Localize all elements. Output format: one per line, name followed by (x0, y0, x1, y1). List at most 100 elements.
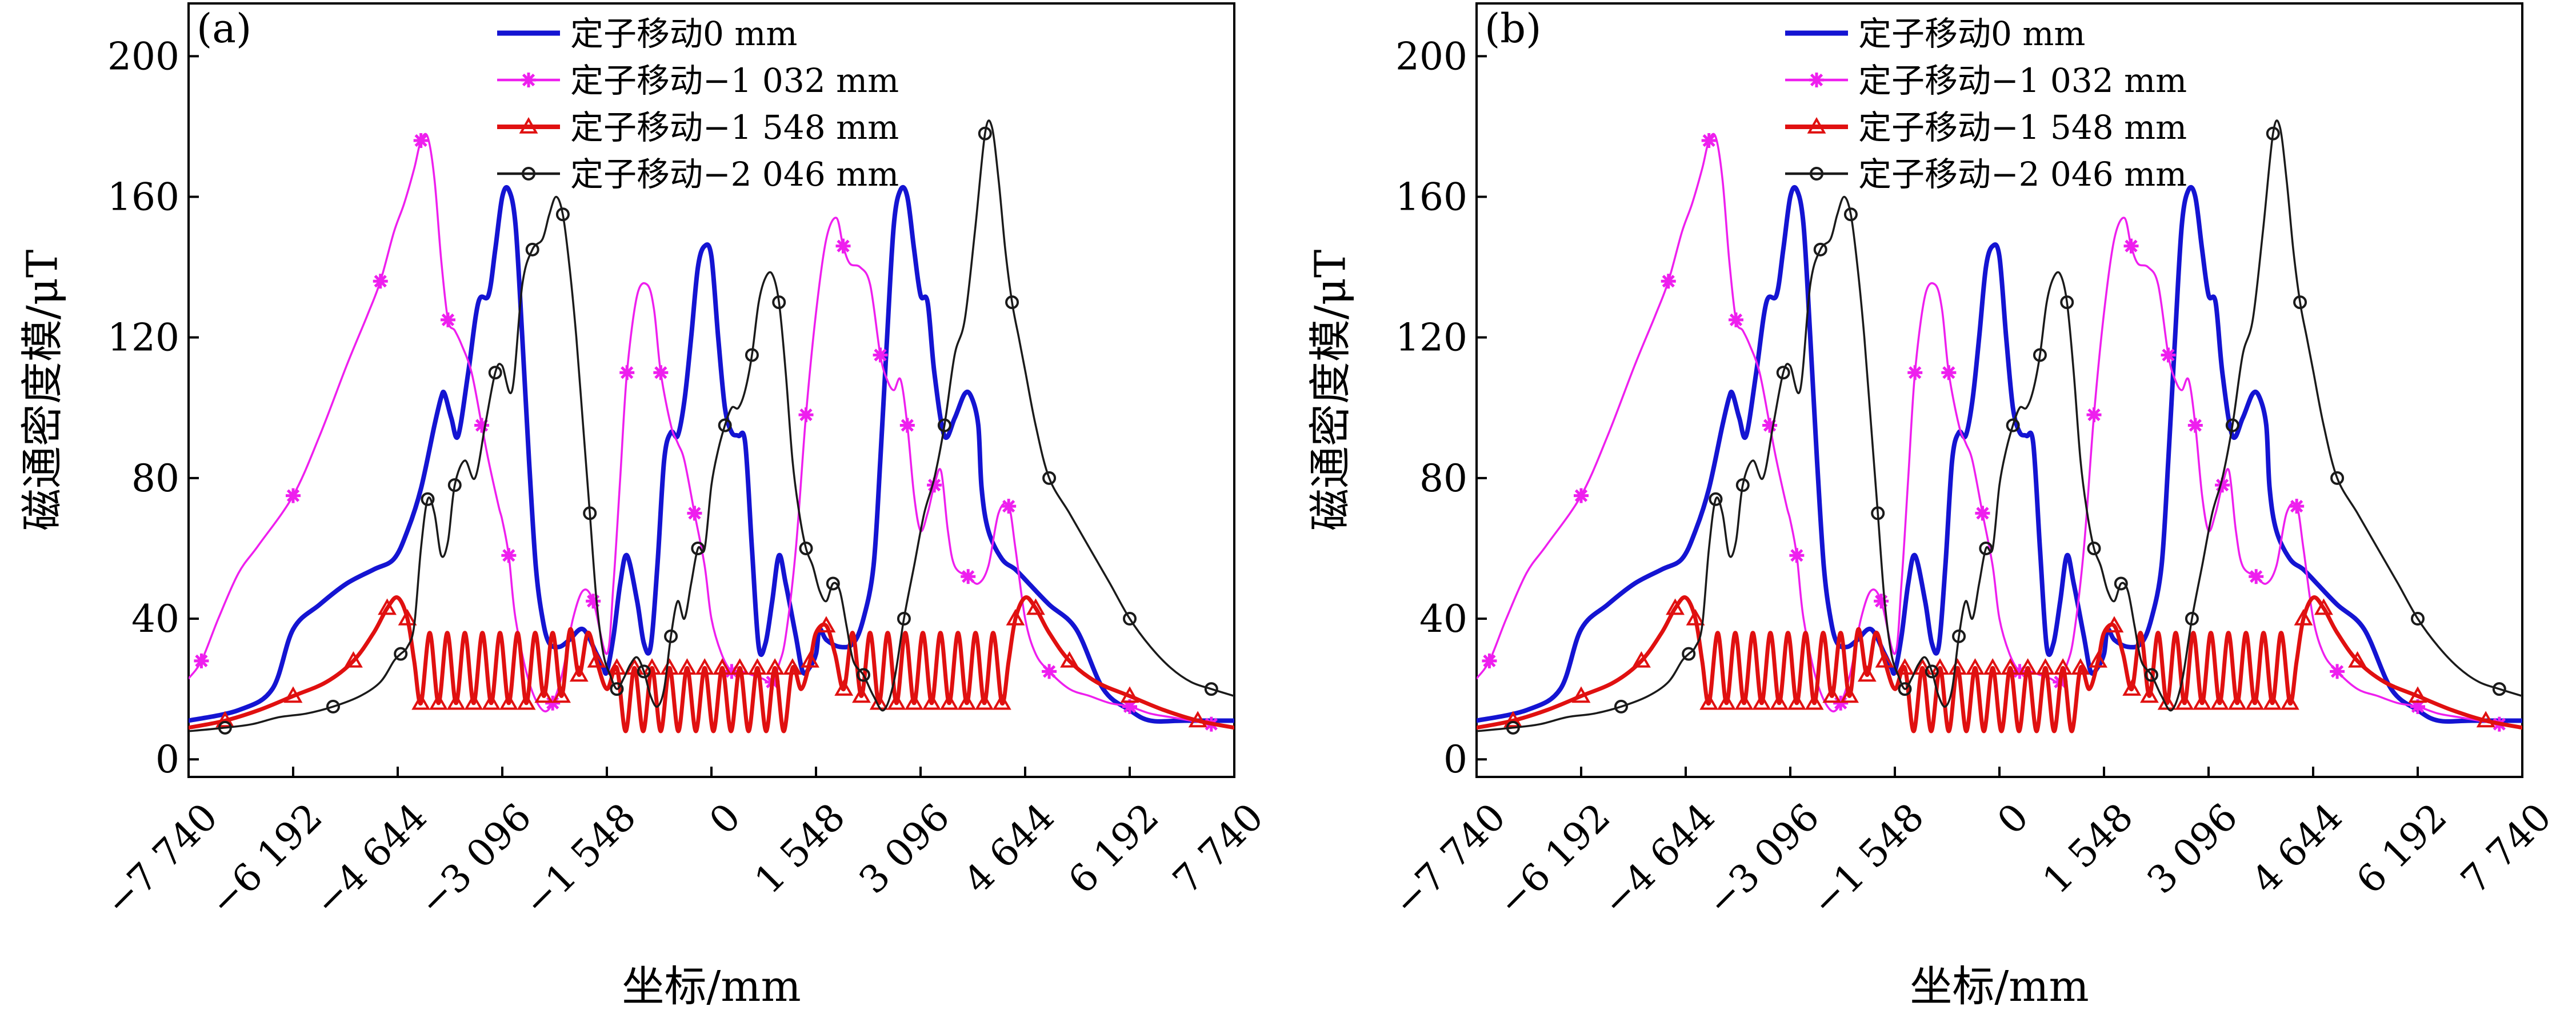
marker-b-s2-9 (1770, 693, 1789, 710)
marker-a-s2-37 (975, 693, 994, 710)
x-tick-label-b-3: −3 096 (1698, 795, 1828, 924)
marker-b-s2-26 (2071, 658, 2090, 675)
x-tick-label-a-7: 3 096 (851, 795, 958, 902)
marker-a-s2-10 (499, 693, 518, 710)
marker-a-s3-17 (826, 576, 840, 591)
marker-a-s2-17 (625, 658, 644, 675)
series-line-b-2 (1477, 595, 2522, 734)
marker-a-s2-15 (587, 651, 606, 668)
chart-a-svg: 0 40 80 120 160 200 −7 740−6 192−4 644−3 096−1… (18, 2, 1272, 1011)
marker-b-s1-21 (2330, 664, 2345, 679)
marker-b-s3-4 (1735, 478, 1750, 492)
marker-b-s2-24 (2035, 658, 2055, 675)
marker-a-s1-0 (194, 653, 209, 668)
marker-b-s2-2 (1632, 651, 1651, 668)
marker-a-s2-38 (992, 693, 1011, 710)
marker-a-s2-25 (765, 658, 785, 675)
marker-b-s3-0 (1506, 720, 1520, 735)
marker-b-s2-7 (1734, 693, 1754, 710)
chart-b-svg: 0 40 80 120 160 200 −7 740−6 192−4 644−3 096−1… (1306, 2, 2560, 1011)
marker-a-s3-12 (691, 541, 705, 555)
x-tick-label-b-7: 3 096 (2139, 795, 2246, 902)
marker-a-s3-3 (421, 492, 435, 506)
marker-a-s1-19 (961, 569, 976, 584)
marker-a-s2-26 (783, 658, 802, 675)
marker-a-s3-13 (718, 418, 732, 432)
marker-a-s2-27 (801, 651, 820, 668)
marker-a-s1-14 (798, 407, 814, 423)
marker-a-s2-2 (344, 651, 363, 668)
marker-a-s2-33 (905, 693, 924, 710)
marker-b-s1-1 (1574, 488, 1589, 503)
x-tick-label-a-1: −6 192 (201, 795, 331, 924)
y-tick-label-b-3: 120 (1395, 316, 1467, 360)
marker-a-s3-4 (447, 478, 462, 492)
marker-a-s3-22 (1005, 295, 1019, 310)
marker-b-s3-2 (1682, 647, 1696, 661)
marker-b-s3-1 (1614, 699, 1628, 714)
marker-b-s2-15 (1875, 651, 1894, 668)
marker-b-s1-2 (1661, 274, 1676, 289)
panel-label-a: (a) (197, 5, 251, 52)
x-tick-label-b-4: −1 548 (1803, 795, 1933, 924)
marker-a-s3-20 (937, 418, 951, 432)
marker-a-s2-34 (922, 693, 941, 710)
marker-a-s3-6 (525, 242, 539, 256)
marker-a-s3-25 (1204, 682, 1218, 696)
marker-b-s2-40 (2314, 598, 2333, 615)
marker-b-s3-13 (2006, 418, 2020, 432)
marker-b-s3-16 (2087, 541, 2101, 555)
marker-a-s3-legend (522, 167, 535, 181)
chart-panel-b: 0 40 80 120 160 200 −7 740 −6 192 −4 644 −3 096 −1… (1288, 0, 2576, 1016)
marker-a-s2-23 (730, 658, 750, 675)
marker-b-s2-11 (1805, 693, 1824, 710)
y-tick-label-a-0: 0 (155, 738, 179, 781)
marker-b-s3-11 (1952, 629, 1966, 643)
series-line-b-3 (1477, 119, 2522, 732)
marker-b-s2-6 (1717, 693, 1736, 710)
marker-b-s2-39 (2294, 609, 2313, 626)
marker-a-s3-7 (555, 207, 570, 222)
marker-b-s2-4 (1686, 609, 1705, 626)
marker-a-s3-19 (897, 612, 911, 626)
marker-a-s2-22 (713, 658, 732, 675)
marker-a-s2-40 (1026, 598, 1045, 615)
marker-a-s3-1 (326, 699, 340, 714)
marker-b-s2-30 (2139, 686, 2159, 703)
marker-b-s2-28 (2105, 616, 2124, 633)
marker-a-s3-18 (856, 668, 870, 682)
legend-label-b-2: 定子移动−1 548 mm (1858, 108, 2187, 147)
legend-label-a-2: 定子移动−1 548 mm (570, 108, 899, 147)
marker-a-s2-1 (283, 686, 303, 703)
marker-b-s3-25 (2492, 682, 2506, 696)
x-tick-label-a-5: 0 (701, 795, 749, 843)
legend-label-a-0: 定子移动0 mm (570, 14, 797, 53)
x-tick-label-a-6: 1 548 (746, 795, 854, 902)
marker-b-s1-11 (1975, 506, 1990, 521)
x-tick-label-b-6: 1 548 (2034, 795, 2142, 902)
y-tick-label-b-0: 0 (1443, 738, 1467, 781)
series-line-a-2 (189, 595, 1234, 734)
marker-a-s1-3 (413, 133, 429, 149)
marker-b-s1-8 (1874, 594, 1889, 609)
marker-b-s1-16 (2161, 347, 2176, 363)
marker-a-s2-28 (817, 616, 836, 633)
x-tick-label-b-1: −6 192 (1489, 795, 1619, 924)
marker-a-s1-7 (545, 695, 561, 711)
marker-a-s2-6 (429, 693, 448, 710)
x-tick-label-a-4: −1 548 (515, 795, 645, 924)
marker-a-s1-20 (1001, 499, 1017, 514)
marker-b-s3-8 (1871, 506, 1885, 520)
marker-a-s2-42 (1120, 686, 1139, 703)
marker-a-s1-4 (440, 312, 455, 327)
marker-a-s1-6 (501, 548, 517, 563)
chart-panel-a: 0 40 80 120 160 200 −7 740 −6 192 −4 644 −3 096 −1… (0, 0, 1288, 1016)
marker-b-s2-25 (2053, 658, 2073, 675)
marker-b-s1-14 (2086, 407, 2102, 423)
marker-b-s2-34 (2210, 693, 2229, 710)
marker-a-s1-legend (521, 73, 536, 87)
marker-a-s2-0 (215, 711, 235, 728)
marker-b-s1-4 (1728, 312, 1743, 327)
marker-b-s3-6 (1813, 242, 1827, 256)
marker-a-s2-35 (939, 693, 959, 710)
